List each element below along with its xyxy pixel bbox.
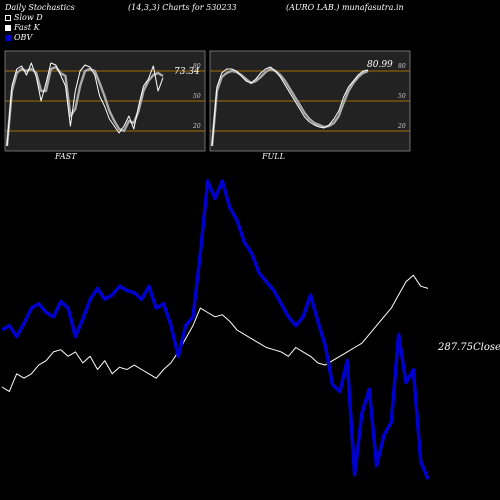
fast-level-label-20: 20 xyxy=(192,123,201,130)
legend-slow-d-label: Slow D xyxy=(14,13,43,22)
fast-level-label-80: 80 xyxy=(193,63,201,70)
legend-obv-label: OBV xyxy=(14,33,33,42)
fast-last-value: 73.34 xyxy=(174,67,200,77)
legend-slow-d: Slow D xyxy=(5,14,43,22)
last-price-label: 287.75Close xyxy=(438,343,500,353)
obv-swatch xyxy=(5,35,11,41)
full-fast-k-line xyxy=(211,66,369,147)
legend-obv: OBV xyxy=(5,34,32,42)
full-last-value: 80.99 xyxy=(367,60,393,70)
legend-fast-k-label: Fast K xyxy=(14,23,40,32)
chart-params: (14,3,3) Charts for 530233 xyxy=(128,3,237,12)
fast-fast-k-line xyxy=(6,62,164,147)
last-price-value: 287.75 xyxy=(438,342,473,353)
price-line xyxy=(1,274,429,392)
fast-k-swatch xyxy=(5,25,11,31)
full-panel-label: FULL xyxy=(262,152,285,161)
fast-level-label-50: 50 xyxy=(193,93,201,100)
fast-panel-label: FAST xyxy=(55,152,77,161)
chart-source: (AURO LAB.) munafasutra.in xyxy=(286,3,404,12)
full-level-label-20: 20 xyxy=(397,123,406,130)
legend-fast-k: Fast K xyxy=(5,24,40,32)
obv-line xyxy=(1,179,430,480)
full-level-label-80: 80 xyxy=(398,63,406,70)
full-level-label-50: 50 xyxy=(398,93,406,100)
chart-title: Daily Stochastics xyxy=(5,3,75,12)
slow-d-swatch xyxy=(5,15,11,21)
last-price-suffix: Close xyxy=(473,342,500,353)
